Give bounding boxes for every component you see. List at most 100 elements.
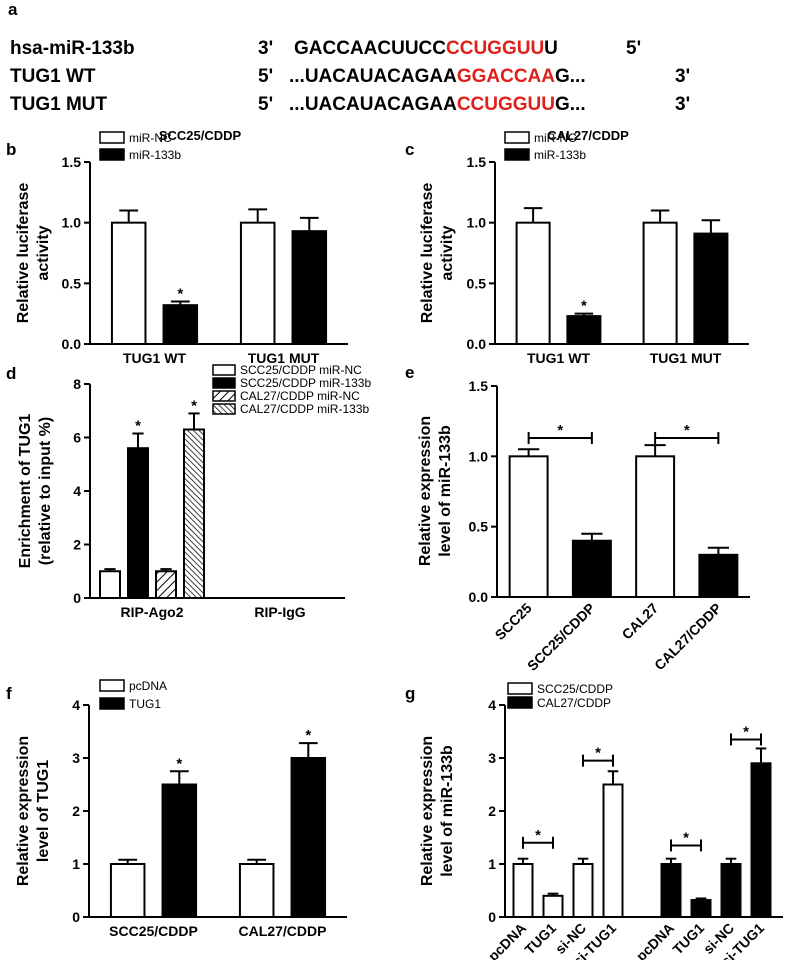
- y-axis-label-line: Relative luciferase: [419, 183, 436, 324]
- y-axis-label-line: Relative expression: [417, 416, 434, 566]
- bar: [566, 315, 602, 345]
- significance-star: *: [683, 829, 689, 846]
- legend-swatch: [99, 697, 125, 710]
- bar: [571, 539, 612, 599]
- significance-star: *: [177, 286, 183, 303]
- seq-segment: G...: [555, 66, 586, 87]
- chart-d: d Enrichment of TUG1 (relative to input %)…: [6, 363, 371, 620]
- seq-row-sequence: ...UACAUACAGAACCUGGUUG...: [289, 94, 586, 115]
- y-axis-label-line: level of miR-133b: [439, 745, 456, 877]
- y-axis-label: Relative expression level of miR-133b: [419, 736, 456, 886]
- chart-c: c CAL27/CDDP Relative luciferase activity 0.…: [405, 128, 749, 366]
- x-category-label: RIP-IgG: [254, 604, 305, 620]
- bar: [508, 455, 549, 599]
- bar: [572, 863, 594, 918]
- y-tick-label: 3: [72, 750, 80, 766]
- x-category-label: TUG1: [669, 920, 707, 958]
- bar: [155, 570, 177, 599]
- legend-swatch: [212, 390, 236, 402]
- bar: [99, 570, 121, 599]
- legend-label: TUG1: [129, 697, 161, 711]
- legend-label: SCC25/CDDP miR-NC: [240, 363, 362, 377]
- bar: [512, 863, 534, 918]
- chart-title: CAL27/CDDP: [547, 128, 629, 143]
- seq-segment-highlight: CCUGGUU: [457, 94, 555, 115]
- y-tick-label: 0.5: [62, 275, 82, 291]
- panel-letter-b: b: [6, 140, 16, 159]
- chart-b: b SCC25/CDDP Relative luciferase activity 0.…: [6, 128, 348, 366]
- bar: [239, 221, 276, 346]
- y-tick-label: 0.0: [62, 336, 82, 352]
- y-axis-label-line: Enrichment of TUG1: [17, 414, 34, 569]
- bar: [693, 232, 729, 345]
- y-axis-label-line: Relative expression: [419, 736, 436, 886]
- significance-star: *: [743, 723, 749, 740]
- y-tick-label: 0: [73, 590, 81, 606]
- x-category-label: CAL27/CDDP: [651, 600, 724, 673]
- bar: [690, 899, 712, 918]
- y-tick-label: 0.0: [469, 589, 489, 605]
- y-tick-label: 0.5: [469, 519, 489, 535]
- bar: [161, 783, 198, 918]
- y-tick-label: 4: [72, 697, 80, 713]
- legend-swatch: [99, 148, 125, 161]
- y-tick-label: 6: [73, 430, 81, 446]
- panel-letter-c: c: [405, 140, 414, 159]
- legend-swatch: [504, 131, 530, 144]
- bar: [750, 762, 772, 918]
- seq-row-sequence: GACCAACUUCCCCUGGUUU: [294, 38, 558, 59]
- bar: [698, 553, 739, 598]
- seq-segment-highlight: CCUGGUU: [446, 38, 544, 59]
- x-category-label: TUG1 MUT: [650, 350, 722, 366]
- legend-label: CAL27/CDDP miR-133b: [240, 402, 369, 416]
- y-tick-label: 1.5: [469, 378, 489, 394]
- significance-star: *: [176, 755, 182, 772]
- bar: [720, 863, 742, 918]
- panel-letter-a: a: [8, 0, 18, 19]
- significance-star: *: [595, 745, 601, 762]
- seq-segment: ...UACAUACAGAA: [289, 66, 457, 87]
- legend-swatch: [212, 364, 236, 376]
- legend-label: CAL27/CDDP: [537, 696, 611, 710]
- y-tick-label: 2: [73, 537, 81, 553]
- significance-star: *: [535, 827, 541, 844]
- panel-a: a hsa-miR-133b 3' GACCAACUUCCCCUGGUUU 5'…: [8, 0, 690, 115]
- bar: [238, 863, 275, 918]
- chart-e: e Relative expression level of miR-133b 0.0…: [405, 363, 750, 674]
- significance-star: *: [191, 397, 197, 414]
- bar: [642, 221, 678, 346]
- y-tick-label: 0: [72, 909, 80, 925]
- bar: [290, 757, 327, 918]
- y-tick-label: 4: [488, 697, 496, 713]
- y-tick-label: 1.5: [467, 154, 487, 170]
- seq-segment: GACCAACUUCC: [294, 38, 446, 59]
- seq-segment: ...UACAUACAGAA: [289, 94, 457, 115]
- legend-swatch: [507, 682, 533, 695]
- bar: [183, 428, 205, 599]
- bar: [291, 230, 328, 345]
- seq-row-prefix: 5': [258, 66, 273, 87]
- y-tick-label: 1.5: [62, 154, 82, 170]
- x-category-label: CAL27/CDDP: [239, 923, 327, 939]
- seq-segment-highlight: GGACCAA: [457, 66, 555, 87]
- y-tick-label: 2: [488, 803, 496, 819]
- x-category-label: SCC25/CDDP: [109, 923, 198, 939]
- legend-swatch: [99, 131, 125, 144]
- panel-letter-f: f: [6, 684, 12, 703]
- y-tick-label: 8: [73, 376, 81, 392]
- x-category-label: CAL27: [619, 600, 662, 643]
- seq-segment: G...: [555, 94, 586, 115]
- bar: [515, 221, 551, 346]
- legend-swatch: [212, 403, 236, 415]
- seq-row-label: TUG1 WT: [10, 66, 96, 87]
- y-axis-label-line: (relative to input %): [37, 417, 54, 565]
- y-tick-label: 0: [488, 909, 496, 925]
- x-category-label: SCC25/CDDP: [524, 600, 598, 674]
- y-axis-label-line: level of miR-133b: [437, 425, 454, 557]
- x-category-label: SCC25: [492, 600, 535, 643]
- bar: [660, 863, 682, 918]
- y-tick-label: 3: [488, 750, 496, 766]
- y-tick-label: 1.0: [467, 215, 487, 231]
- y-tick-label: 1: [488, 856, 496, 872]
